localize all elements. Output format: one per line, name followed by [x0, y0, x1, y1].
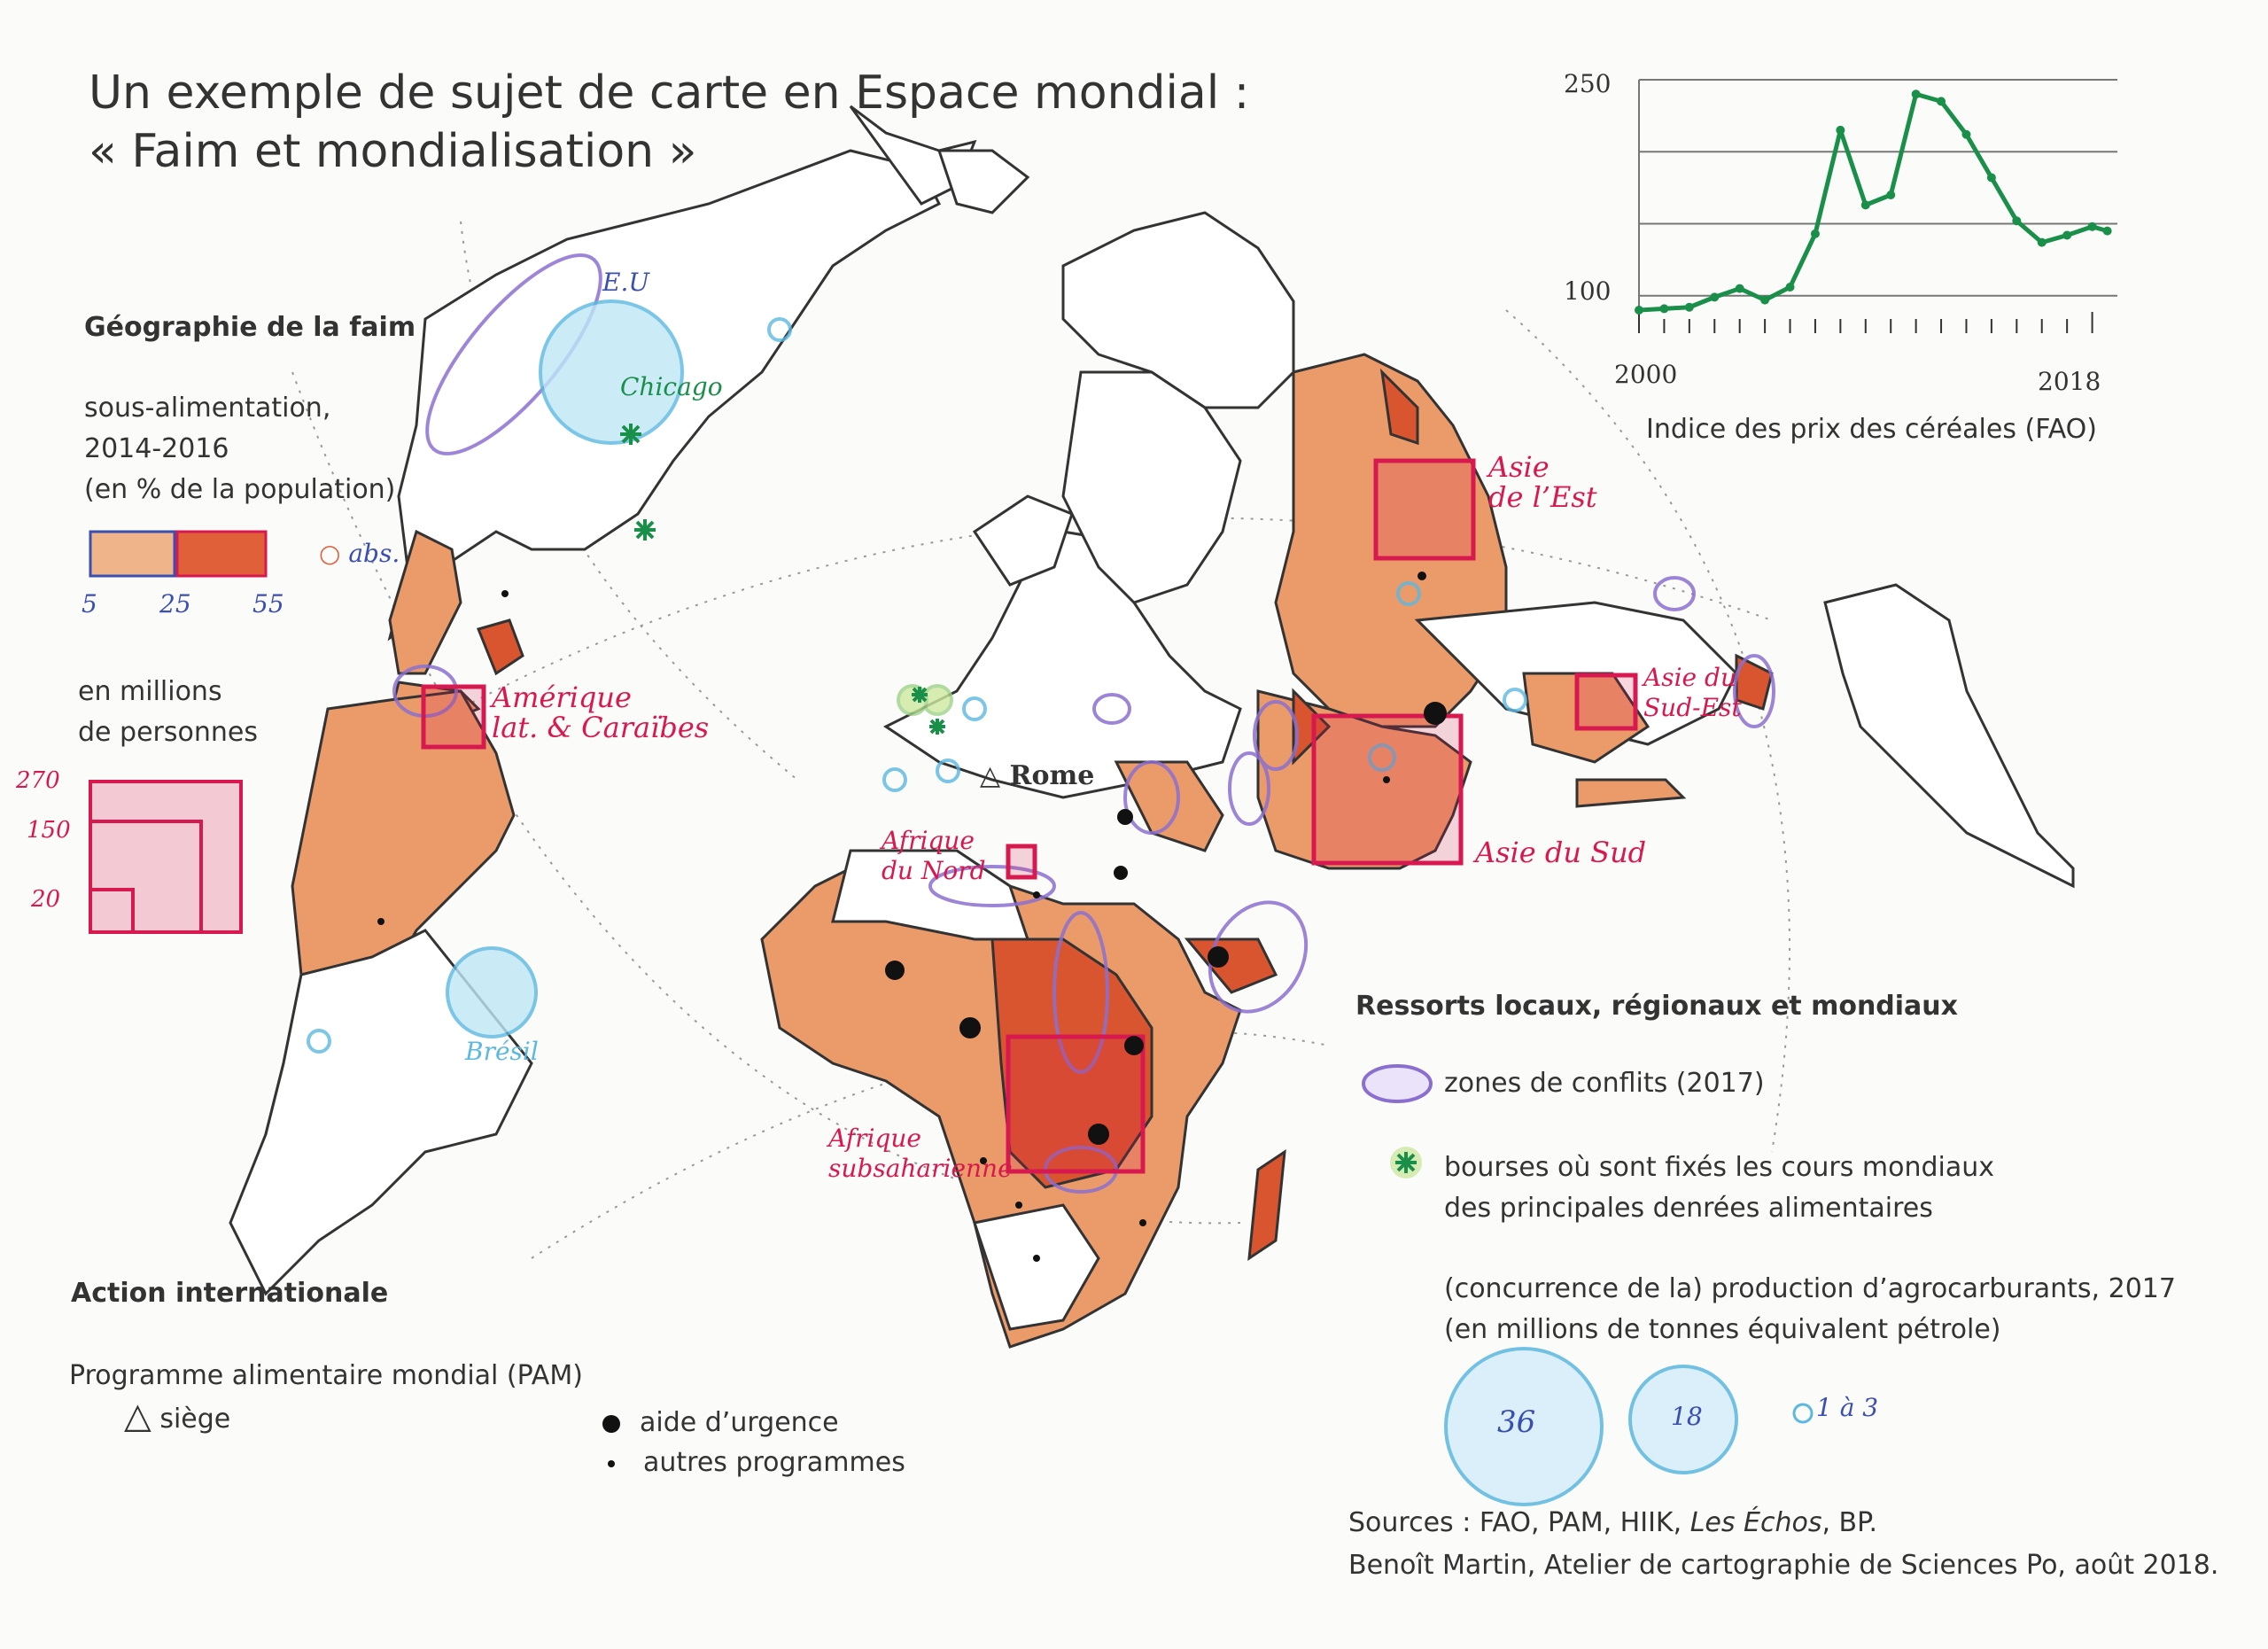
label-asie-sud-est: Asie du Sud-Est	[1643, 663, 1742, 722]
chart-point	[2087, 222, 2097, 231]
legend-under-label: sous-alimentation, 2014-2016 (en % de la…	[84, 393, 396, 505]
millions-tick-20: 20	[31, 886, 61, 913]
chart-point	[1937, 97, 1946, 106]
millions-squares	[89, 780, 243, 934]
cereal-price-chart	[1635, 79, 2117, 333]
agro-value-36: 36	[1497, 1404, 1536, 1440]
chart-point	[1911, 89, 1921, 99]
millions-tick-150: 150	[27, 817, 71, 844]
legend-millions-label: en millions de personnes	[78, 676, 258, 748]
chart-point	[1986, 173, 1996, 183]
agro-value-18: 18	[1671, 1402, 1703, 1431]
under-tick-5: 5	[82, 589, 97, 618]
pam-dots	[377, 572, 1447, 1262]
chart-point	[1836, 125, 1845, 135]
chart-point	[2012, 216, 2022, 226]
asia	[1256, 353, 1774, 870]
rome-triangle-icon: △	[980, 760, 1001, 791]
legend-abs: ○ abs.	[319, 539, 400, 568]
chart-point	[1735, 284, 1744, 293]
sources-line-2: Benoît Martin, Atelier de cartographie d…	[1348, 1550, 2219, 1581]
siege-triangle-icon: △	[124, 1396, 151, 1436]
sources-les-echos: Les Échos	[1689, 1507, 1822, 1538]
legend-conflits: zones de conflits (2017)	[1444, 1068, 1765, 1099]
chart-ytick-100: 100	[1564, 276, 1612, 306]
chart-point	[1635, 306, 1643, 315]
urgence-dot-icon	[602, 1414, 620, 1433]
chart-point	[2062, 230, 2072, 240]
millions-tick-270: 270	[16, 767, 60, 794]
title-line-2: « Faim et mondialisation »	[89, 125, 697, 178]
legend-siege-label: siège	[159, 1404, 231, 1435]
legend-agro: (concurrence de la) production d’agrocar…	[1444, 1273, 2176, 1345]
chart-xtick-2000: 2000	[1614, 360, 1678, 389]
chart-point	[1684, 302, 1694, 312]
chart-point	[1659, 304, 1669, 314]
australia	[1823, 583, 2075, 889]
chart-point	[2037, 237, 2047, 247]
under-tick-25: 25	[159, 589, 191, 618]
agro-legend-circles	[1444, 1347, 1814, 1506]
sources-prefix: Sources : FAO, PAM, HIIK,	[1348, 1507, 1690, 1538]
north-asia	[1061, 211, 1295, 604]
chart-point	[1961, 129, 1971, 139]
biofuel-circles	[307, 299, 1527, 1054]
under-tick-55: 55	[252, 589, 284, 618]
africa	[760, 849, 1286, 1349]
chart-point	[1810, 229, 1820, 238]
label-asie-sud: Asie du Sud	[1475, 836, 1647, 869]
label-rome: △ Rome	[980, 760, 1094, 791]
conflict-legend-icon	[1362, 1064, 1433, 1103]
legend-action-heading: Action internationale	[71, 1278, 389, 1309]
europe	[883, 494, 1242, 799]
chart-ytick-250: 250	[1564, 69, 1612, 98]
label-afrique-nord: Afrique du Nord	[882, 826, 986, 885]
label-eu: E.U	[602, 268, 649, 297]
chart-xtick-2018: 2018	[2038, 367, 2101, 396]
label-asie-est: Asie de l’Est	[1488, 450, 1597, 514]
sources-suffix: , BP.	[1821, 1507, 1878, 1538]
chart-point	[1860, 200, 1870, 210]
legend-ressorts-heading: Ressorts locaux, régionaux et mondiaux	[1355, 991, 1959, 1022]
chart-point	[2102, 226, 2112, 236]
autres-dot-icon	[608, 1459, 615, 1467]
label-chicago: Chicago	[620, 372, 723, 401]
chart-point	[1785, 283, 1795, 292]
label-bresil: Brésil	[465, 1037, 539, 1066]
legend-autres: autres programmes	[608, 1443, 905, 1483]
chart-series-line	[1638, 91, 2109, 313]
legend-bourses: bourses où sont fixés les cours mondiaux…	[1444, 1152, 1994, 1224]
legend-urgence-label: aide d’urgence	[640, 1407, 839, 1438]
chart-point	[1760, 295, 1770, 305]
regional-squares	[421, 458, 1638, 1174]
chart-point	[1710, 292, 1720, 302]
agro-value-small: 1 à 3	[1816, 1393, 1879, 1422]
undernourishment-scale	[89, 530, 268, 578]
stock-exchanges	[620, 424, 945, 735]
chart-point	[1886, 191, 1896, 199]
label-amerique: Amérique lat. & Caraïbes	[492, 681, 710, 744]
legend-urgence: aide d’urgence	[602, 1403, 839, 1443]
legend-siege: △ siège	[124, 1396, 230, 1440]
label-afrique-sub: Afrique subsaharienne	[828, 1124, 1013, 1183]
page-title: Un exemple de sujet de carte en Espace m…	[89, 64, 1249, 181]
legend-pam-label: Programme alimentaire mondial (PAM)	[69, 1360, 583, 1391]
legend-autres-label: autres programmes	[643, 1447, 905, 1478]
sources-line-1: Sources : FAO, PAM, HIIK, Les Échos, BP.	[1348, 1503, 1877, 1544]
title-line-1: Un exemple de sujet de carte en Espace m…	[89, 66, 1250, 120]
legend-geo-heading: Géographie de la faim	[84, 312, 416, 343]
label-rome-text: Rome	[1009, 760, 1095, 791]
chart-title: Indice des prix des céréales (FAO)	[1646, 414, 2098, 445]
legend-abs-label: abs.	[348, 539, 400, 568]
stock-exchange-legend-icon	[1390, 1147, 1422, 1178]
